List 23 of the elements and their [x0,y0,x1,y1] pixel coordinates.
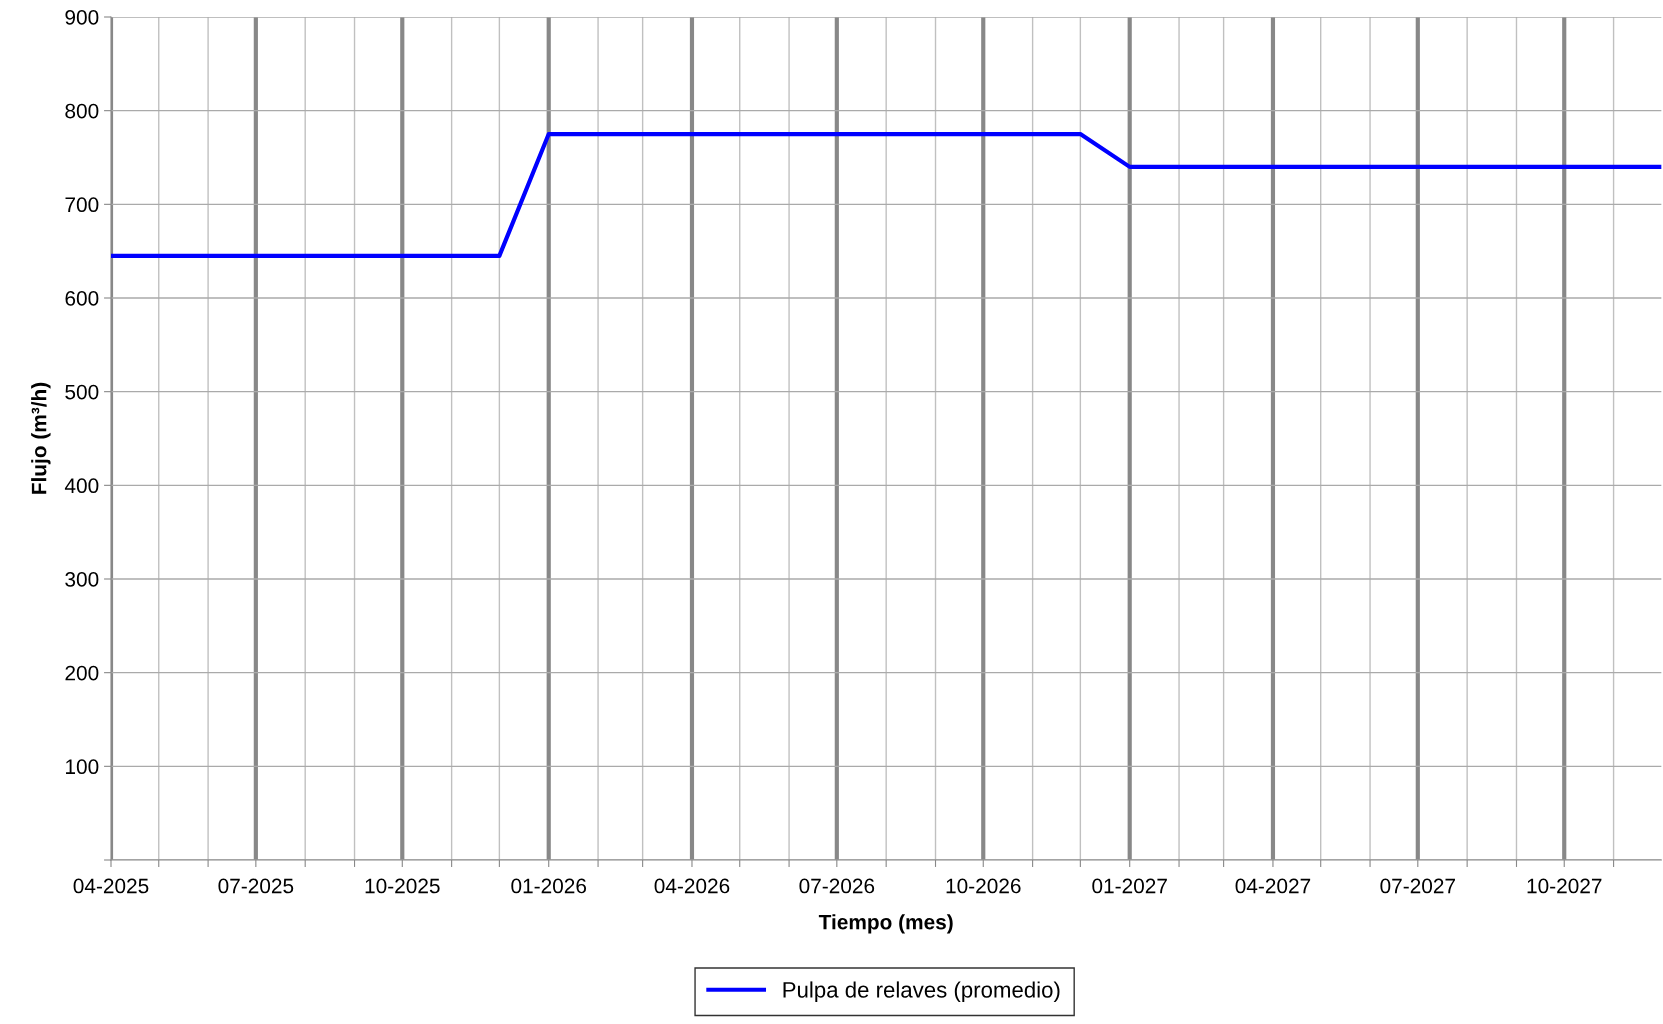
y-tick-label: 700 [65,197,99,213]
x-tick-label: 10-2027 [1527,878,1602,894]
y-tick-label: 500 [65,384,99,400]
y-tick-label: 600 [65,291,99,306]
y-tick-label: 100 [66,759,99,775]
y-tick-label: 300 [65,572,99,587]
x-tick-label: 01-2026 [511,878,587,894]
x-tick-label: 01-2027 [1092,878,1167,894]
x-tick-label: 07-2025 [218,878,294,894]
y-axis-title: Flujo (m³/h) [31,382,51,494]
y-tick-label: 800 [65,103,99,119]
x-tick-label: 10-2026 [946,878,1021,894]
x-tick-label: 04-2025 [73,878,149,894]
x-tick-label: 10-2025 [365,878,440,894]
y-tick-label: 400 [64,478,99,494]
x-tick-label: 07-2027 [1380,878,1455,894]
legend-label: Pulpa de relaves (promedio) [783,981,1060,1003]
x-tick-label: 07-2026 [799,878,875,894]
x-tick-label: 04-2027 [1235,878,1311,894]
y-tick-label: 200 [65,665,99,681]
x-axis-title: Tiempo (mes) [818,914,953,934]
y-tick-label: 900 [65,10,99,25]
x-tick-label: 04-2026 [654,878,730,894]
